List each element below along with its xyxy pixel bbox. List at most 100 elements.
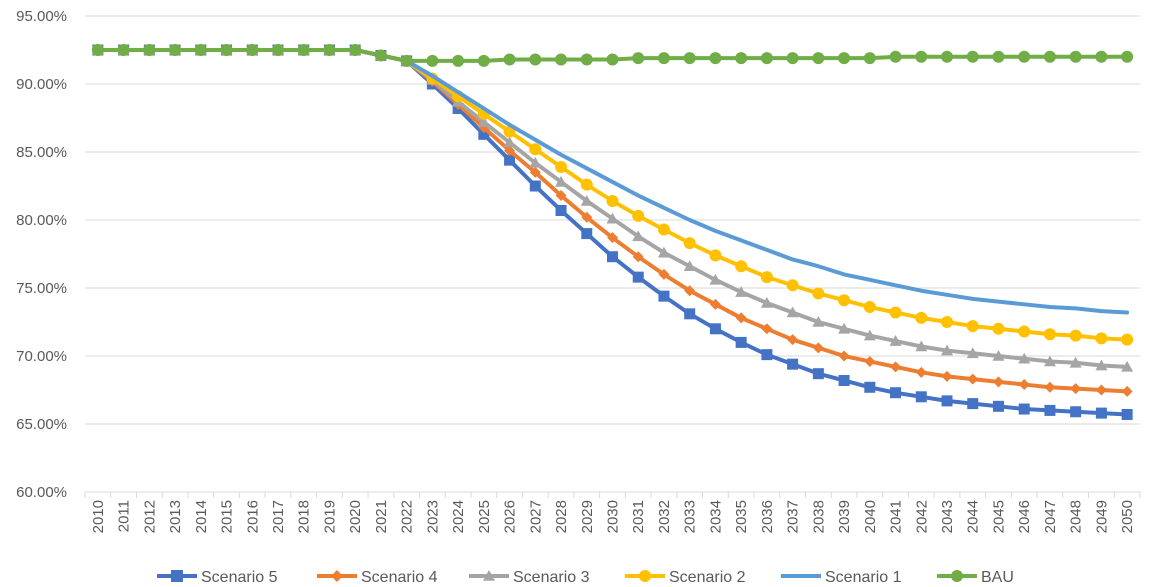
legend-label: Scenario 3 <box>513 569 590 586</box>
data-point <box>941 344 954 356</box>
data-point <box>951 570 963 582</box>
x-tick-label: 2049 <box>1093 500 1110 533</box>
legend-item-scenario-2: Scenario 2 <box>625 569 746 586</box>
data-point <box>864 355 876 367</box>
x-axis: 2010 2011 2012 2013 2014 2015 2016 2017 2018 2019… <box>84 491 1141 533</box>
x-tick-label: 2047 <box>1042 500 1059 533</box>
x-tick-label: 2040 <box>862 500 879 533</box>
data-point <box>683 260 696 272</box>
x-tick-label: 2021 <box>373 500 390 533</box>
data-point <box>915 340 928 352</box>
x-tick-label: 2029 <box>579 500 596 533</box>
x-tick-label: 2030 <box>605 500 622 533</box>
x-tick-label: 2011 <box>116 500 133 532</box>
data-point <box>684 308 696 320</box>
data-point <box>863 52 876 65</box>
data-point <box>632 230 645 242</box>
data-point <box>1018 352 1031 364</box>
x-tick-label: 2032 <box>656 500 673 533</box>
data-point <box>761 323 773 335</box>
data-point <box>220 44 233 56</box>
series-bau <box>91 44 1134 67</box>
data-point <box>941 50 954 63</box>
x-tick-label: 2039 <box>836 500 853 533</box>
data-point <box>374 49 387 62</box>
data-point <box>683 237 696 250</box>
data-point <box>915 50 928 63</box>
data-point <box>1121 50 1134 63</box>
data-point <box>761 349 773 361</box>
data-point <box>1070 406 1082 418</box>
data-point <box>1043 50 1056 63</box>
data-point <box>735 52 748 65</box>
data-point <box>581 228 593 240</box>
data-point <box>1044 381 1056 393</box>
data-point <box>941 370 953 382</box>
data-point <box>812 316 825 327</box>
y-tick-label: 90.00% <box>16 76 67 93</box>
data-point <box>580 178 593 191</box>
data-point <box>760 52 773 65</box>
data-point <box>812 287 825 300</box>
x-tick-label: 2023 <box>424 500 441 533</box>
data-point <box>349 44 362 56</box>
legend-item-scenario-1: Scenario 1 <box>781 569 902 586</box>
data-point <box>890 361 902 373</box>
data-point <box>786 279 799 292</box>
x-tick-label: 2050 <box>1119 500 1136 533</box>
x-tick-label: 2041 <box>888 500 905 533</box>
data-point <box>632 251 644 263</box>
data-point <box>400 54 413 67</box>
data-point <box>967 373 979 385</box>
data-point <box>529 166 541 178</box>
data-point <box>786 306 799 318</box>
series-line <box>95 48 1130 315</box>
data-point <box>1043 355 1056 367</box>
data-point <box>529 53 542 66</box>
data-point <box>812 52 825 65</box>
data-point <box>709 52 722 65</box>
data-point <box>657 223 670 236</box>
data-point <box>812 368 824 380</box>
data-point <box>992 400 1004 412</box>
data-point <box>1070 383 1082 395</box>
data-point <box>632 271 644 283</box>
x-tick-label: 2024 <box>450 500 467 533</box>
data-point <box>760 271 773 284</box>
y-axis: 60.00% 65.00% 70.00% 75.00% 80.00% 85.00% 90.0… <box>16 8 67 501</box>
data-point <box>1095 384 1107 396</box>
x-tick-label: 2033 <box>682 500 699 533</box>
data-point <box>504 154 516 166</box>
legend-label: Scenario 5 <box>201 569 278 586</box>
x-tick-label: 2045 <box>990 500 1007 533</box>
data-point <box>966 347 979 359</box>
data-point <box>657 52 670 65</box>
x-tick-label: 2012 <box>141 500 158 533</box>
data-point <box>735 260 748 273</box>
legend-label: Scenario 1 <box>825 569 902 586</box>
x-tick-label: 2010 <box>90 500 107 533</box>
data-point <box>992 322 1005 335</box>
data-point <box>91 44 104 56</box>
data-point <box>323 44 336 56</box>
data-point <box>1018 403 1030 415</box>
x-tick-label: 2031 <box>630 500 647 533</box>
legend-item-scenario-3: Scenario 3 <box>469 569 590 586</box>
data-point <box>658 268 670 280</box>
data-point <box>606 53 619 66</box>
data-point <box>1018 50 1031 63</box>
data-point <box>426 54 439 67</box>
data-point <box>1095 332 1108 345</box>
data-point <box>786 52 799 65</box>
data-point <box>1121 333 1134 346</box>
x-tick-label: 2014 <box>193 500 210 533</box>
data-point <box>271 44 284 56</box>
legend-label: Scenario 2 <box>669 569 746 586</box>
legend-item-bau: BAU <box>937 569 1014 586</box>
y-tick-label: 85.00% <box>16 144 67 161</box>
data-point <box>477 116 490 127</box>
x-tick-label: 2043 <box>939 500 956 533</box>
data-point <box>483 570 495 581</box>
data-point <box>1121 360 1134 372</box>
data-point <box>941 395 953 407</box>
